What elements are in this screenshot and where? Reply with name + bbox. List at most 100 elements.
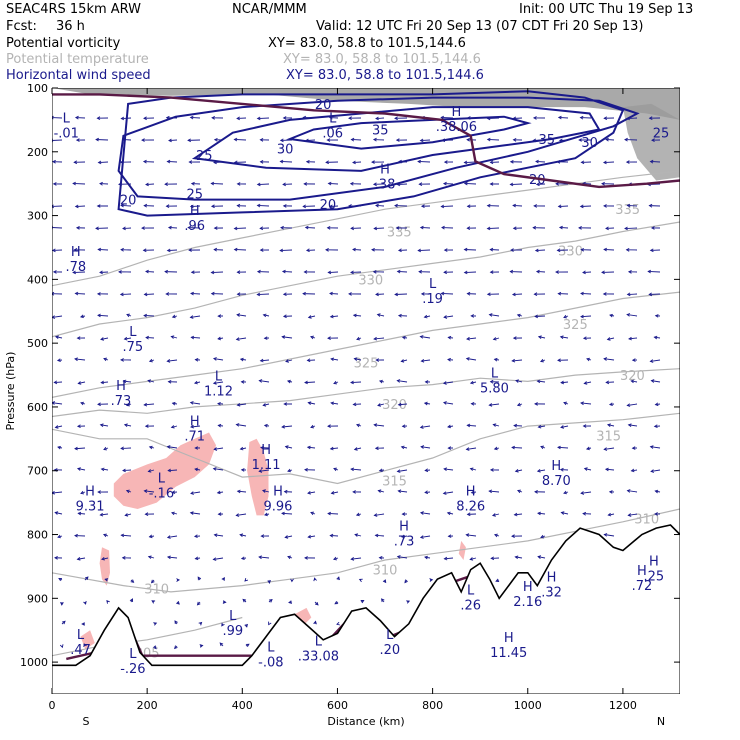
wind-vector-head [285,359,290,363]
wind-vector [466,358,477,361]
wind-vector-head [194,556,199,561]
wind-vector-head [96,204,101,208]
wind-vector-head [579,204,584,209]
wind-vector-head [302,204,307,209]
wind-vector-head [259,160,264,164]
wind-vector [308,315,316,318]
wind-vector-head [126,313,130,318]
wind-vector-head [373,513,378,517]
wind-vector-head [512,226,517,231]
wind-vector [73,182,86,185]
wind-vector [443,402,454,405]
extremum-value: 8.70 [542,474,571,489]
low-marker: L [467,583,475,598]
init-time: Init: 00 UTC Thu 19 Sep 13 [519,2,693,17]
wind-vector-head [603,533,608,537]
wind-vector-head [372,270,377,274]
wind-vector [147,380,155,383]
wind-vector [560,336,569,339]
wind-vector-head [396,379,401,383]
wind-vector-head [352,402,357,407]
wind-vector-head [373,226,378,231]
wind-label: 30 [277,143,294,158]
wind-vector-head [313,577,317,582]
wind-vector-head [80,490,85,495]
wind-label: 35 [372,123,389,138]
wind-vector-head [420,292,425,296]
x-tick-label: 1200 [609,699,637,712]
wind-vector-head [624,226,628,231]
wind-vector-head [170,425,175,429]
wind-vector-head [602,292,607,296]
wind-vector-head [306,358,311,363]
wind-vector-head [268,621,272,626]
wind-vector-head [442,181,447,186]
wind-vector-head [96,116,101,120]
wind-vector [190,402,201,405]
wind-vector [651,380,661,383]
wind-vector [190,315,201,318]
wind-vector-head [72,181,76,186]
wind-vector-head [239,446,244,451]
wind-vector-head [603,204,607,208]
high-marker: H [71,245,81,260]
wind-vector-head [400,445,405,450]
wind-vector-head [511,445,515,450]
wind-vector-head [443,270,448,275]
wind-vector-head [395,138,400,142]
theta-label: 310 [144,583,169,598]
wind-vector [580,315,592,318]
wind-vector-head [352,490,356,494]
wind-vector [307,491,316,494]
wind-vector-head [325,160,329,165]
wind-vector-head [327,181,332,186]
wind-vector-head [608,402,613,407]
wind-vector [536,271,546,273]
wind-label: 20 [320,198,337,213]
wind-vector-head [517,489,521,494]
wind-vector-head [602,160,607,165]
wind-vector-head [626,313,631,317]
wind-vector [237,490,247,493]
wind-vector [124,337,132,340]
wind-vector-head [120,203,124,208]
wind-vector-head [560,511,565,515]
wind-vector-head [290,578,294,583]
wind-vector-head [310,335,314,340]
wind-vector-head [164,182,168,186]
wind-vector-head [142,248,147,253]
wind-vector-head [73,160,78,165]
wind-vector [122,227,132,230]
wind-vector-head [190,181,195,186]
wind-vector-head [187,225,192,230]
wind-vector-head [76,424,81,429]
wind-vector-head [394,116,398,121]
wind-vector [489,490,500,493]
wind-vector-head [626,489,631,493]
wind-vector-head [394,203,398,208]
wind-vector-head [535,269,540,274]
wind-vector-head [304,556,308,560]
wind-vector [466,447,477,450]
wind-vector-head [603,247,608,252]
wind-vector-head [333,556,337,561]
field-xy-theta: XY= 83.0, 58.8 to 101.5,144.6 [283,52,481,67]
wind-vector-head [57,445,61,450]
wind-vector [52,315,63,318]
wind-vector-head [190,335,195,340]
low-marker: L [329,111,337,126]
wind-vector [171,336,178,339]
extremum-value: 5.80 [480,381,509,396]
wind-vector-head [306,445,311,450]
wind-vector [190,491,201,494]
wind-vector-head [76,336,81,340]
theta-contour-305 [52,616,243,657]
wind-vector-head [563,314,567,319]
wind-vector [213,557,224,560]
wind-vector-head [353,357,358,361]
wind-vector [237,314,247,317]
wind-vector [354,358,362,361]
wind-vector-head [624,137,628,142]
wind-vector [144,315,155,317]
